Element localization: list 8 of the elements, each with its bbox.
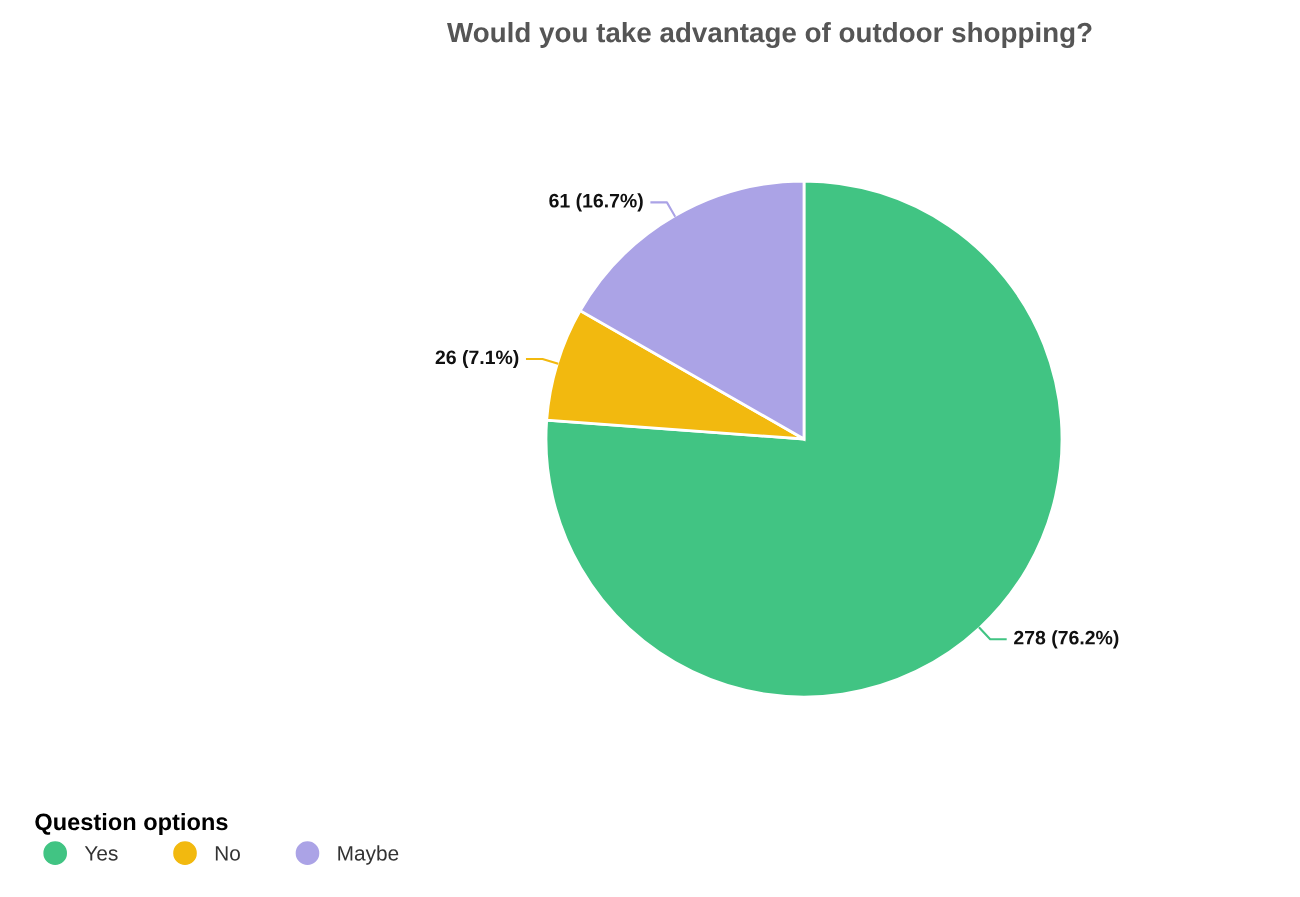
legend-label: No <box>215 846 240 861</box>
legend-title: Question options <box>35 812 228 835</box>
data-label: 278 (76.2%) <box>1014 630 1119 649</box>
data-label: 61 (16.7%) <box>549 193 643 212</box>
legend-label: Maybe <box>338 845 399 865</box>
legend-label: Yes <box>84 846 118 861</box>
chart-title: Would you take advantage of outdoor shopping? <box>447 21 1092 49</box>
data-label: 26 (7.1%) <box>435 349 519 369</box>
